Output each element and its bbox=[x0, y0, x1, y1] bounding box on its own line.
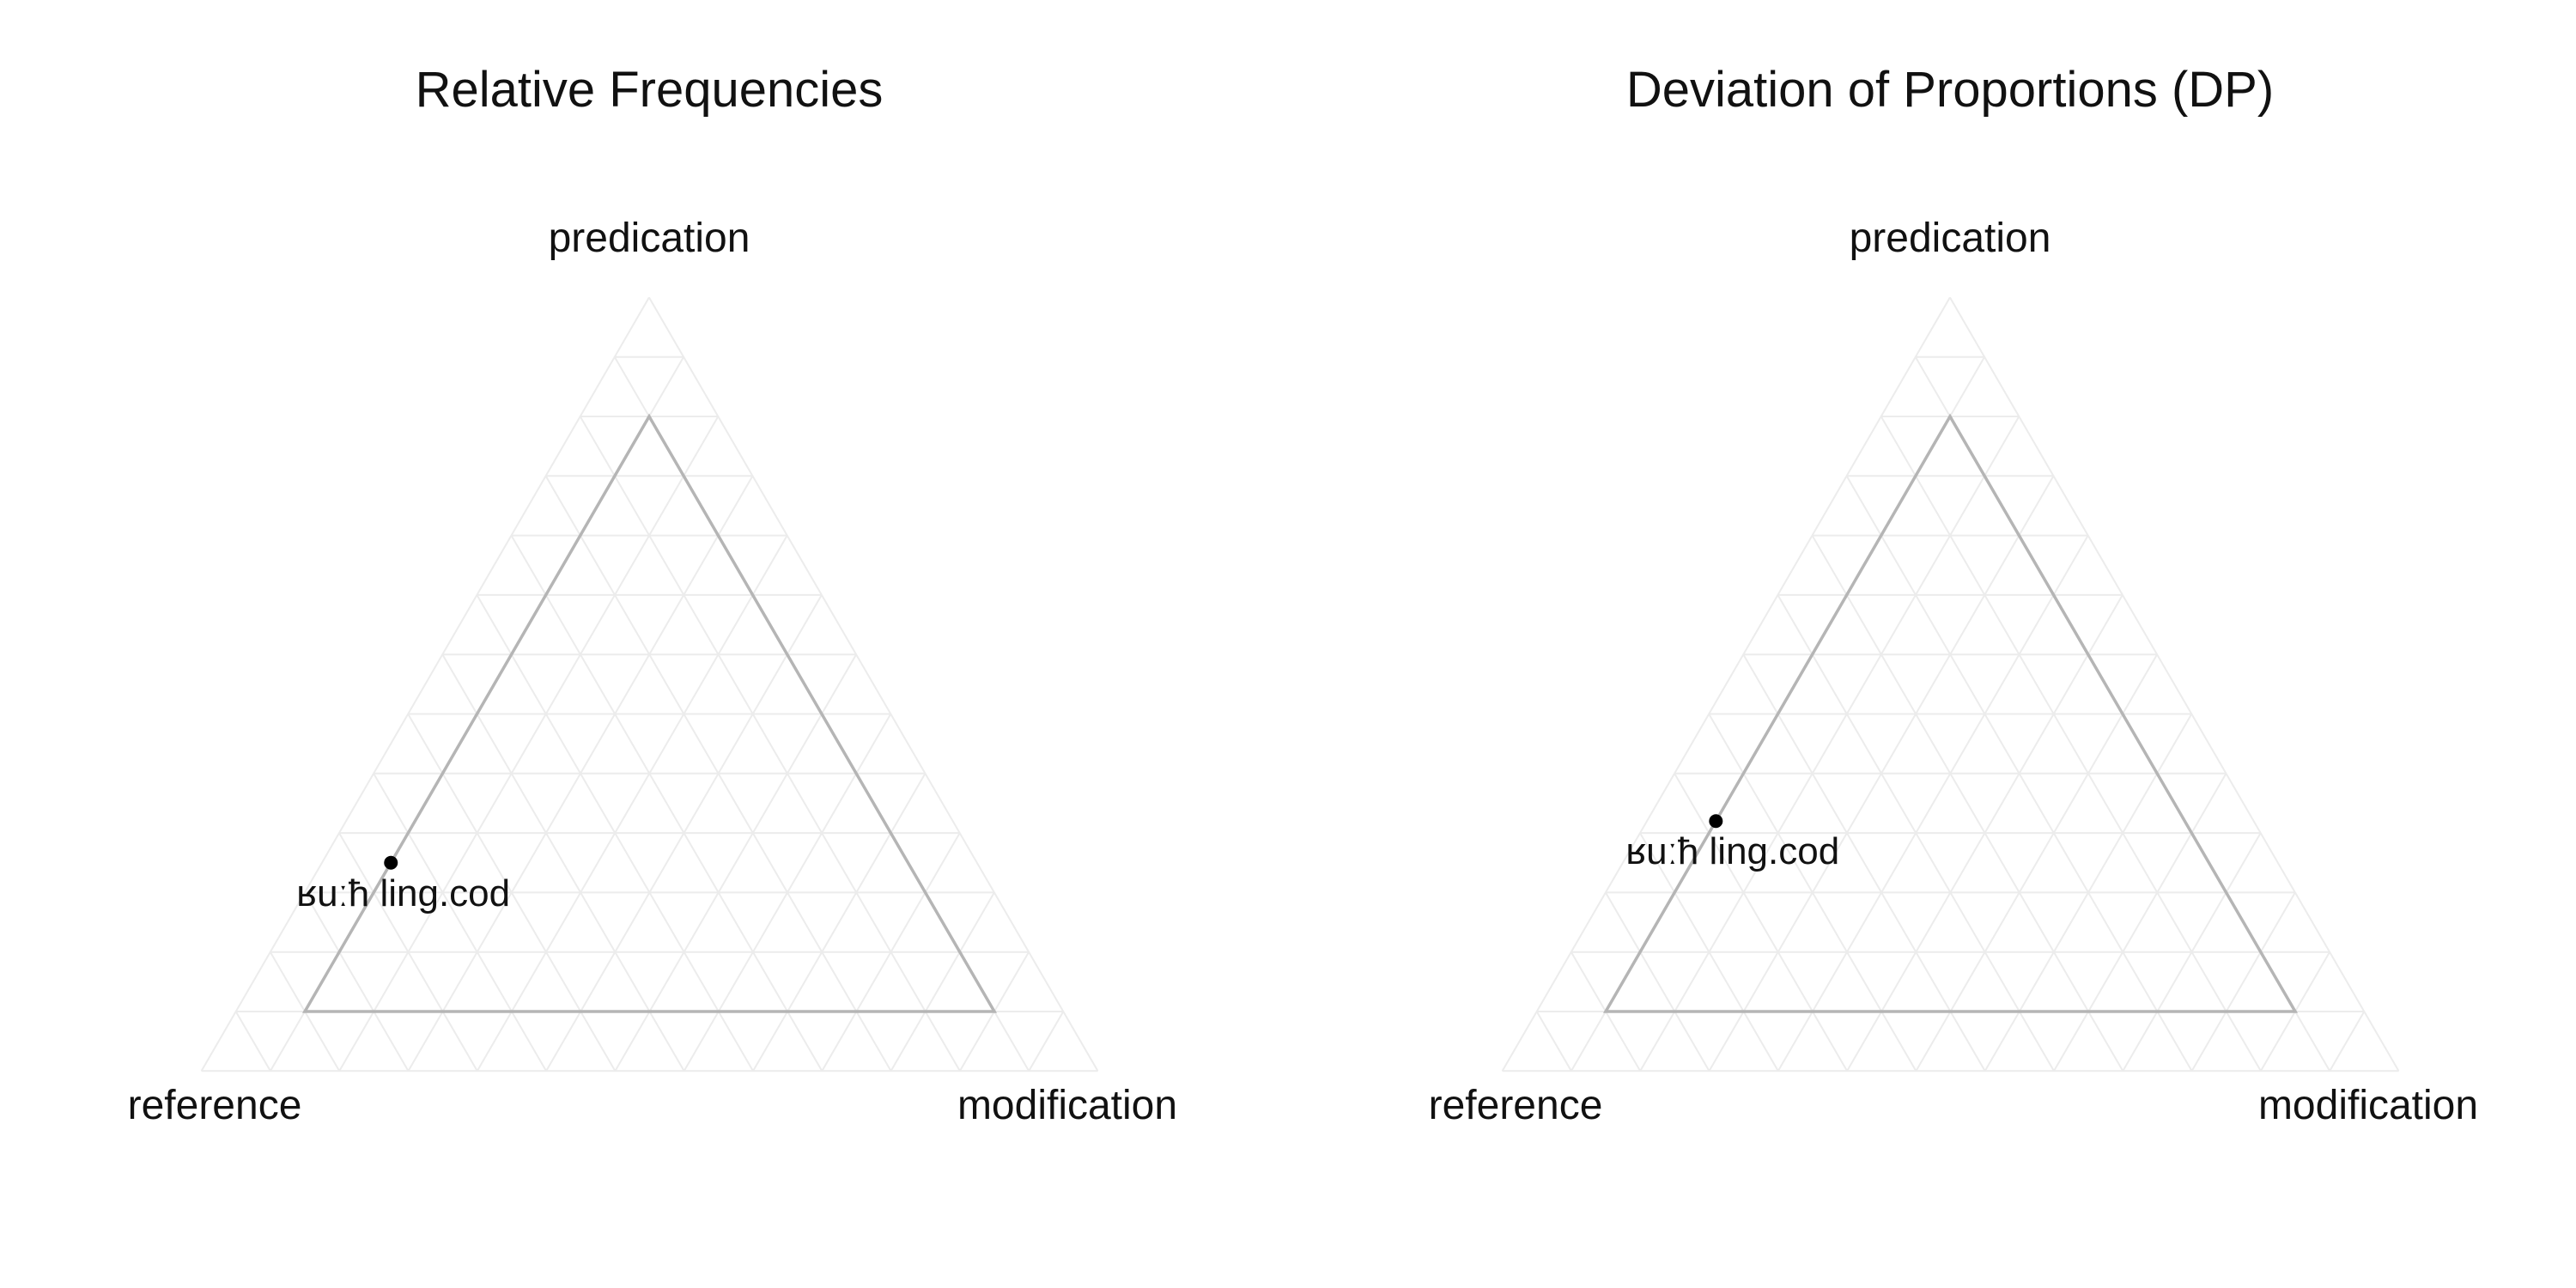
gridline-modification bbox=[614, 653, 857, 1072]
gridline-modification bbox=[545, 594, 823, 1072]
vertex-label-predication: predication bbox=[549, 216, 750, 261]
gridline-reference bbox=[1535, 1011, 1572, 1072]
gridline-modification bbox=[2122, 832, 2262, 1072]
gridline-reference bbox=[1880, 416, 2262, 1072]
data-points: ʁuːħ ling.cod bbox=[1625, 814, 1839, 872]
gridline-modification bbox=[338, 416, 720, 1072]
gridline-modification bbox=[1915, 653, 2158, 1072]
gridline-reference bbox=[1639, 832, 1779, 1072]
vertex-label-reference: reference bbox=[128, 1083, 302, 1128]
gridline-modification bbox=[1777, 535, 2089, 1072]
gridline-reference bbox=[476, 594, 754, 1072]
gridline-reference bbox=[441, 653, 685, 1072]
gridline-reference bbox=[1674, 773, 1848, 1072]
data-point bbox=[1709, 814, 1723, 829]
chart-title: Relative Frequencies bbox=[416, 62, 884, 118]
gridline-reference bbox=[234, 1011, 271, 1072]
gridline-modification bbox=[1639, 416, 2020, 1072]
gridline-reference bbox=[1949, 296, 2400, 1072]
gridline-modification bbox=[890, 891, 995, 1072]
data-point bbox=[384, 855, 398, 870]
vertex-label-predication: predication bbox=[1850, 216, 2051, 261]
data-points: ʁuːħ ling.cod bbox=[296, 855, 510, 914]
gridline-reference bbox=[579, 416, 961, 1072]
gridline-modification bbox=[1846, 594, 2123, 1072]
vertex-label-modification: modification bbox=[2258, 1083, 2478, 1128]
ternary-frame bbox=[301, 413, 998, 1013]
gridline-modification bbox=[752, 773, 927, 1072]
gridline-reference bbox=[304, 891, 410, 1072]
gridline-modification bbox=[2053, 773, 2227, 1072]
gridline-modification bbox=[2329, 1011, 2366, 1072]
gridline-reference bbox=[1777, 594, 2055, 1072]
data-point-label: ʁuːħ ling.cod bbox=[1625, 830, 1839, 872]
gridline-reference bbox=[648, 296, 1099, 1072]
chart-title: Deviation of Proportions (DP) bbox=[1626, 62, 2274, 118]
gridline-reference bbox=[1605, 891, 1710, 1072]
gridline-reference bbox=[1811, 535, 2124, 1072]
gridline-modification bbox=[200, 296, 650, 1072]
gridline-modification bbox=[1501, 296, 1951, 1072]
ternary-panel-deviation-of-proportions: Deviation of Proportions (DP) predicatio… bbox=[1429, 62, 2478, 1128]
vertex-label-modification: modification bbox=[957, 1083, 1177, 1128]
gridline-reference bbox=[338, 832, 478, 1072]
gridline-reference bbox=[373, 773, 547, 1072]
gridline-reference bbox=[1742, 653, 1986, 1072]
data-point-label: ʁuːħ ling.cod bbox=[296, 872, 510, 914]
ternary-panel-relative-frequencies: Relative Frequencies predication referen… bbox=[128, 62, 1177, 1128]
gridline-modification bbox=[821, 832, 961, 1072]
gridline-reference bbox=[510, 535, 823, 1072]
ternary-frame bbox=[1602, 413, 2299, 1013]
vertex-label-reference: reference bbox=[1429, 1083, 1603, 1128]
gridline-modification bbox=[1028, 1011, 1065, 1072]
gridline-modification bbox=[2190, 891, 2296, 1072]
gridline-modification bbox=[476, 535, 788, 1072]
